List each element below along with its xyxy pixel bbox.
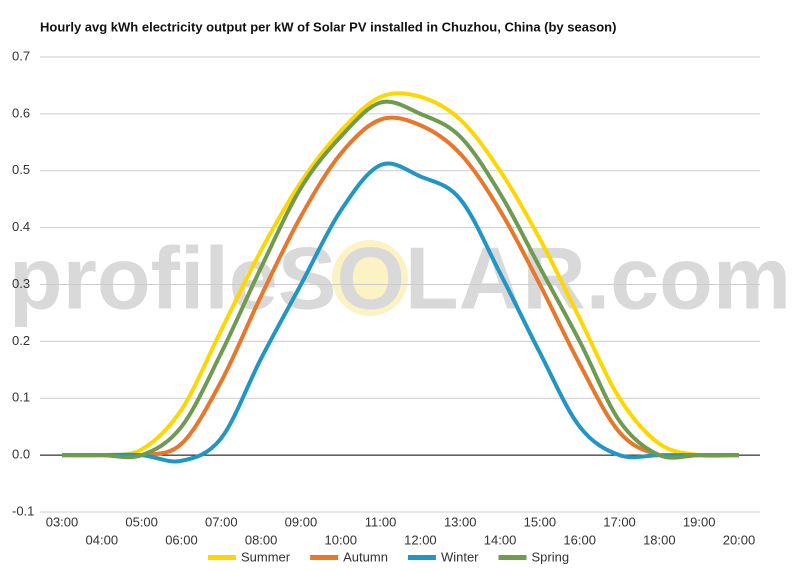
- x-tick-label: 18:00: [643, 532, 676, 547]
- legend-swatch: [310, 555, 339, 560]
- legend-label: Autumn: [343, 549, 388, 564]
- y-tick-label: 0.2: [12, 333, 30, 348]
- y-tick-label: 0.6: [12, 105, 30, 120]
- x-tick-label: 03:00: [46, 514, 79, 529]
- legend-swatch: [407, 555, 436, 560]
- x-tick-label: 19:00: [683, 514, 716, 529]
- x-tick-label: 10:00: [324, 532, 357, 547]
- y-tick-label: 0.5: [12, 162, 30, 177]
- legend-swatch: [208, 555, 236, 560]
- x-tick-label: 17:00: [603, 514, 636, 529]
- y-tick-label: 0.3: [12, 276, 30, 291]
- y-tick-label: 0.0: [12, 447, 30, 462]
- x-tick-label: 12:00: [404, 532, 437, 547]
- x-tick-label: 07:00: [205, 514, 238, 529]
- watermark-sun: [332, 240, 408, 316]
- x-tick-label: 15:00: [524, 514, 557, 529]
- chart-title: Hourly avg kWh electricity output per kW…: [40, 19, 616, 34]
- y-tick-label: 0.1: [12, 390, 30, 405]
- x-tick-label: 06:00: [165, 532, 198, 547]
- legend-label: Summer: [241, 549, 291, 564]
- x-tick-label: 20:00: [723, 532, 756, 547]
- line: [62, 161, 739, 464]
- x-tick-label: 11:00: [365, 514, 397, 529]
- x-tick-label: 13:00: [444, 514, 477, 529]
- x-tick-label: 04:00: [86, 532, 119, 547]
- legend-swatch: [498, 555, 527, 560]
- legend-label: Winter: [441, 549, 479, 564]
- line: [62, 99, 739, 460]
- x-tick-label: 14:00: [484, 532, 517, 547]
- legend-label: Spring: [532, 549, 570, 564]
- x-tick-label: 05:00: [125, 514, 158, 529]
- line: [61, 91, 740, 458]
- line: [62, 115, 739, 459]
- x-tick-label: 16:00: [563, 532, 596, 547]
- x-tick-label: 09:00: [285, 514, 318, 529]
- y-tick-label: -0.1: [12, 503, 34, 518]
- watermark: profileSOLAR.com: [9, 228, 791, 327]
- y-tick-label: 0.7: [12, 48, 30, 63]
- x-tick-label: 08:00: [245, 532, 278, 547]
- y-tick-label: 0.4: [12, 219, 30, 234]
